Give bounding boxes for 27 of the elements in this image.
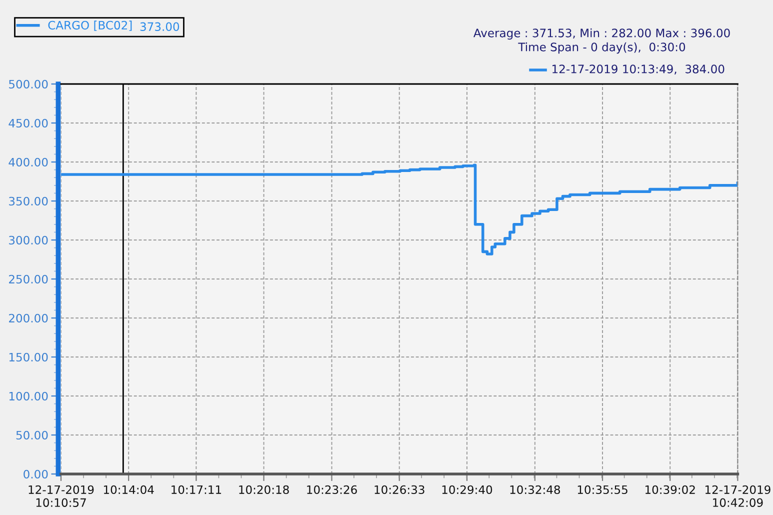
y-tick-label: 450.00 (8, 118, 48, 128)
y-tick-label: 300.00 (9, 236, 48, 245)
x-tick-label: 10:39:02 (645, 485, 695, 494)
x-tick-label: 12-17-2019 10:10:57 (28, 485, 94, 507)
text: 12-17-2019 10:13:49, 384.00 (552, 64, 724, 75)
y-tick-label: 150.00 (9, 352, 48, 362)
x-tick-label: 10:17:11 (172, 485, 222, 494)
y-tick-label: 400.00 (8, 158, 48, 167)
y-tick-label: 200.00 (9, 314, 48, 323)
x-tick-label: 10:14:04 (104, 485, 154, 494)
legend-label: CARGO [BC02] (48, 20, 132, 31)
y-tick-label: 100.00 (9, 392, 48, 401)
y-tick-label: 350.00 (9, 196, 48, 206)
y-tick-label: 50.00 (16, 430, 48, 440)
x-tick-label: 10:20:18 (239, 485, 289, 494)
x-tick-label: 10:23:26 (307, 485, 357, 494)
text: 373.00 (140, 22, 180, 32)
x-tick-label: 10:35:55 (578, 485, 628, 494)
x-tick-label: 12-17-2019 10:42:09 (705, 485, 770, 507)
y-tick-label: 250.00 (9, 274, 48, 284)
text: Time Span - 0 day(s), 0:30:0 (518, 42, 686, 54)
x-tick-label: 10:26:33 (374, 485, 424, 494)
x-tick-label: 10:32:48 (510, 485, 560, 494)
x-tick-label: 10:29:40 (442, 485, 492, 494)
y-tick-label: 0.00 (24, 470, 48, 479)
y-tick-label: 500.00 (9, 80, 48, 89)
text: Average : 371.53, Min : 282.00 Max : 396.00 (473, 28, 730, 40)
